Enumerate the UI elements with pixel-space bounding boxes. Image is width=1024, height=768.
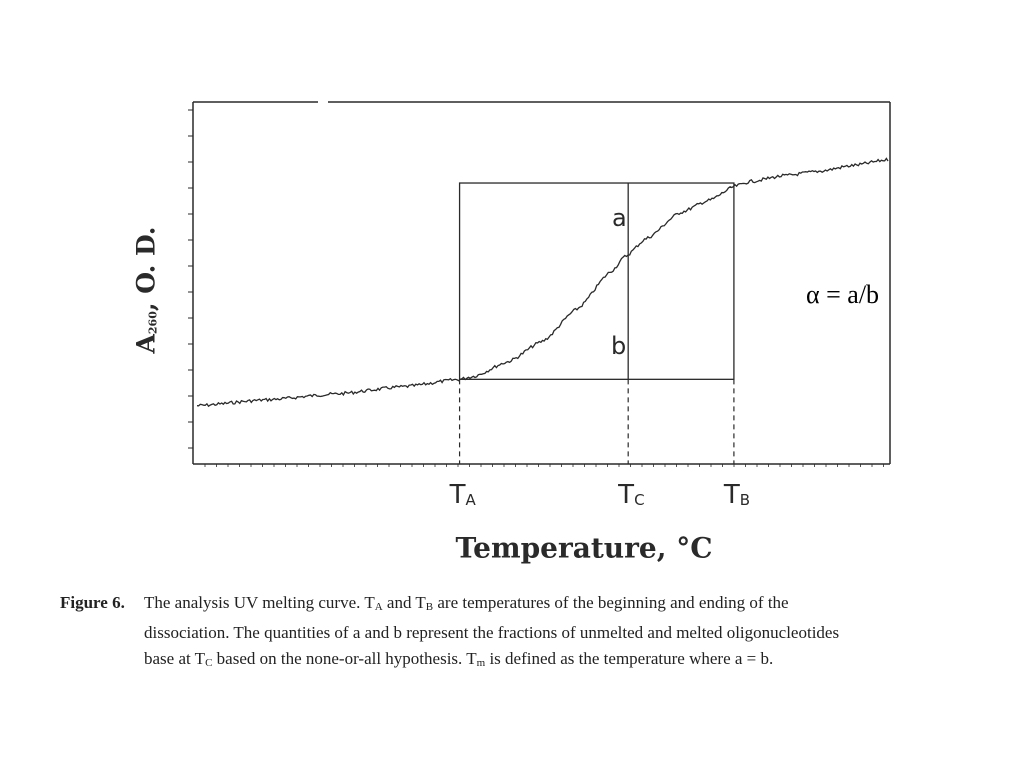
caption-label: Figure 6.: [60, 593, 125, 612]
caption-line-2: dissociation. The quantities of a and b …: [144, 623, 840, 642]
annotation-a: a: [612, 204, 627, 232]
y-axis-label: A260, O. D.: [131, 226, 161, 354]
axis-ticks: [188, 109, 884, 467]
alpha-equation: α = a/b: [806, 280, 880, 309]
melting-curve-line: [196, 157, 889, 408]
caption-line-1: Figure 6. The analysis UV melting curve. …: [60, 590, 990, 620]
marker-labels: TA TC TB: [449, 480, 751, 510]
analysis-box-rect: [458, 182, 735, 380]
plot-frame: [192, 101, 891, 465]
marker-label-ta: TA: [449, 480, 477, 510]
marker-label-tb: TB: [723, 480, 750, 510]
melting-curve-chart: TA TC TB ab: [188, 101, 891, 510]
annotation-b: b: [611, 332, 626, 360]
analysis-box: [458, 182, 735, 380]
x-axis-label: Temperature, °C: [455, 531, 713, 565]
box-annotations: ab: [611, 204, 627, 360]
marker-label-tc: TC: [617, 480, 644, 510]
caption-line-3: base at TC based on the none-or-all hypo…: [144, 649, 774, 669]
marker-dashed-lines: [458, 379, 735, 464]
figure-caption: Figure 6. The analysis UV melting curve. …: [60, 590, 990, 676]
